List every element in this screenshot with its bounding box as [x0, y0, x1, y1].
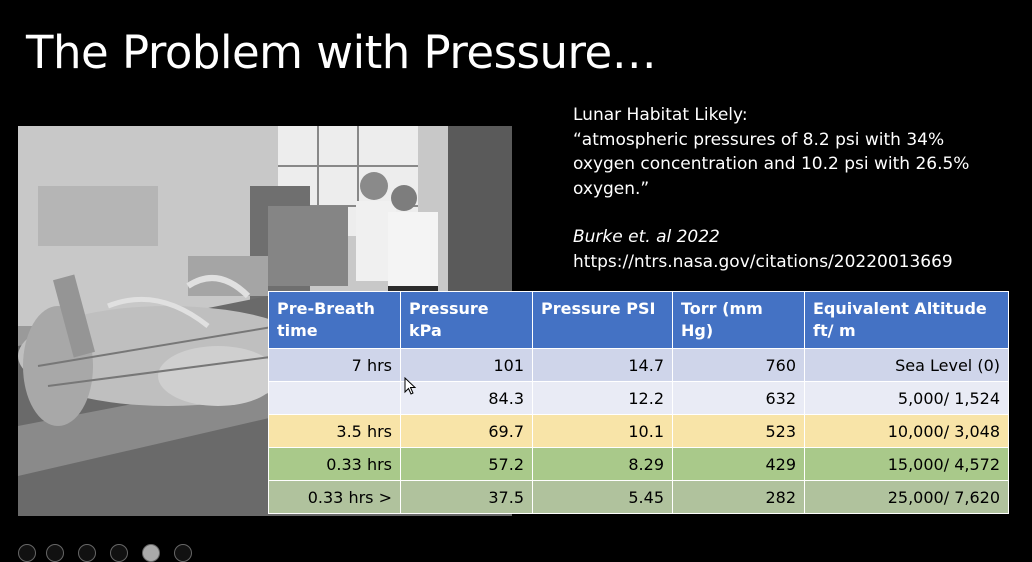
table-row: 0.33 hrs 57.2 8.29 429 15,000/ 4,572 [268, 447, 1009, 481]
mouse-cursor-icon [404, 377, 417, 395]
table-row: 3.5 hrs 69.7 10.1 523 10,000/ 3,048 [268, 414, 1009, 448]
quote-citation: Burke et. al 2022 [573, 227, 720, 247]
cell: 15,000/ 4,572 [804, 447, 1009, 481]
cell: 69.7 [400, 414, 533, 448]
cell: 10.1 [532, 414, 673, 448]
header-pressure-psi: Pressure PSI [532, 291, 673, 349]
cell: 632 [672, 381, 805, 415]
slide-title: The Problem with Pressure… [26, 26, 657, 79]
cell: 282 [672, 480, 805, 514]
cell: 84.3 [400, 381, 533, 415]
cell [268, 381, 401, 415]
zoom-icon[interactable] [142, 544, 160, 562]
cell: Sea Level (0) [804, 348, 1009, 382]
pressure-table: Pre-Breath time Pressure kPa Pressure PS… [268, 291, 1009, 514]
table-row: 0.33 hrs > 37.5 5.45 282 25,000/ 7,620 [268, 480, 1009, 514]
cell: 3.5 hrs [268, 414, 401, 448]
cell: 5,000/ 1,524 [804, 381, 1009, 415]
quote-block: Lunar Habitat Likely: “atmospheric press… [573, 103, 993, 274]
cell: 760 [672, 348, 805, 382]
table-header-row: Pre-Breath time Pressure kPa Pressure PS… [268, 291, 1009, 349]
cell: 37.5 [400, 480, 533, 514]
cell: 10,000/ 3,048 [804, 414, 1009, 448]
cell: 523 [672, 414, 805, 448]
cell: 0.33 hrs > [268, 480, 401, 514]
quote-heading: Lunar Habitat Likely: [573, 105, 748, 125]
cell: 0.33 hrs [268, 447, 401, 481]
cell: 12.2 [532, 381, 673, 415]
header-torr: Torr (mm Hg) [672, 291, 805, 349]
slides-icon[interactable] [110, 544, 128, 562]
quote-url[interactable]: https://ntrs.nasa.gov/citations/20220013… [573, 251, 953, 272]
header-pre-breath: Pre-Breath time [268, 291, 401, 349]
table-row: 7 hrs 101 14.7 760 Sea Level (0) [268, 348, 1009, 382]
table-row: 84.3 12.2 632 5,000/ 1,524 [268, 381, 1009, 415]
cell: 429 [672, 447, 805, 481]
cell: 5.45 [532, 480, 673, 514]
cell: 7 hrs [268, 348, 401, 382]
cell: 8.29 [532, 447, 673, 481]
next-icon[interactable] [46, 544, 64, 562]
header-altitude: Equivalent Altitude ft/ m [804, 291, 1009, 349]
cell: 14.7 [532, 348, 673, 382]
header-pressure-kpa: Pressure kPa [400, 291, 533, 349]
more-options-icon[interactable] [174, 544, 192, 562]
cell: 101 [400, 348, 533, 382]
pen-icon[interactable] [78, 544, 96, 562]
cell: 57.2 [400, 447, 533, 481]
presenter-toolbar [0, 544, 220, 562]
quote-text: “atmospheric pressures of 8.2 psi with 3… [573, 129, 970, 199]
cell: 25,000/ 7,620 [804, 480, 1009, 514]
previous-icon[interactable] [18, 544, 36, 562]
